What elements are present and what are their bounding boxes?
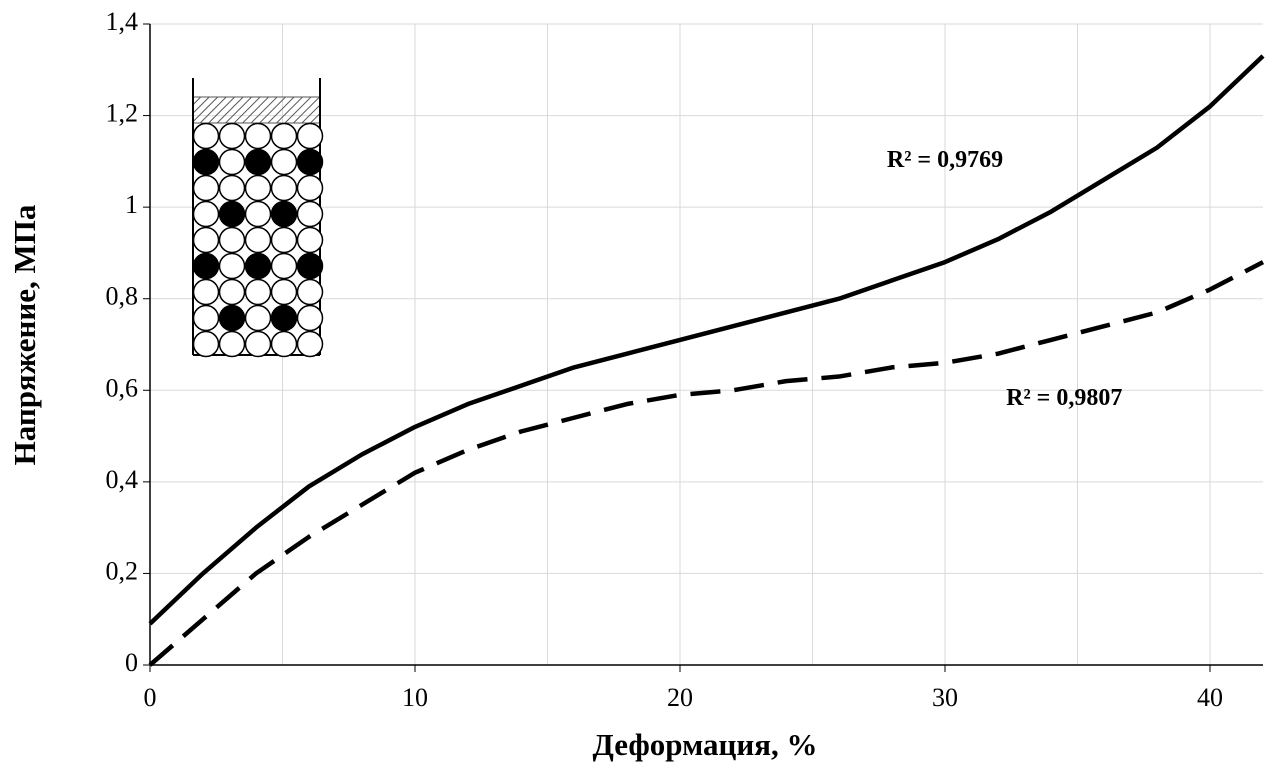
sample-diagram (192, 78, 324, 358)
granule (244, 148, 272, 176)
x-axis-title: Деформация, % (593, 727, 818, 762)
granule (270, 252, 298, 280)
piston (192, 96, 321, 124)
granule (296, 226, 324, 254)
y-tick-label: 0 (125, 648, 138, 677)
granule (192, 330, 220, 358)
granule (244, 174, 272, 202)
granule (270, 330, 298, 358)
series-line (148, 54, 1265, 626)
granule (192, 278, 220, 306)
granule (296, 122, 324, 150)
granule (218, 122, 246, 150)
granule (218, 200, 246, 228)
y-tick-label: 1,4 (106, 7, 139, 36)
granule (192, 200, 220, 228)
granule (218, 330, 246, 358)
granule (296, 304, 324, 332)
x-tick-label: 10 (402, 683, 428, 712)
granule (270, 148, 298, 176)
series-line (148, 260, 1265, 667)
granule (296, 252, 324, 280)
granule (192, 148, 220, 176)
granule (296, 148, 324, 176)
granule (296, 330, 324, 358)
y-tick-label: 1 (125, 190, 138, 219)
granule (218, 148, 246, 176)
y-tick-label: 0,6 (106, 373, 139, 402)
y-tick-label: 0,4 (106, 465, 139, 494)
granule (244, 330, 272, 358)
granule (192, 174, 220, 202)
granule (270, 278, 298, 306)
granule (244, 252, 272, 280)
y-axis-title: Напряжение, МПа (7, 204, 42, 465)
granule (270, 304, 298, 332)
y-tick-label: 0,8 (106, 282, 139, 311)
granule (270, 122, 298, 150)
granule (270, 200, 298, 228)
x-tick-label: 40 (1197, 683, 1223, 712)
granule (244, 226, 272, 254)
granule (192, 252, 220, 280)
granule (296, 200, 324, 228)
granule (244, 200, 272, 228)
granule (218, 252, 246, 280)
granule (192, 304, 220, 332)
granule (192, 122, 220, 150)
x-tick-label: 0 (144, 683, 157, 712)
x-tick-label: 20 (667, 683, 693, 712)
granule (296, 174, 324, 202)
granule (296, 278, 324, 306)
y-tick-label: 1,2 (106, 99, 139, 128)
granule (218, 278, 246, 306)
granule (244, 278, 272, 306)
granule (244, 304, 272, 332)
granule (270, 226, 298, 254)
granule (218, 226, 246, 254)
granule (270, 174, 298, 202)
y-tick-label: 0,2 (106, 556, 139, 585)
granule (218, 174, 246, 202)
annotation: R² = 0,9769 (887, 147, 1003, 173)
annotation: R² = 0,9807 (1006, 385, 1122, 411)
granule (244, 122, 272, 150)
granule (192, 226, 220, 254)
granule (218, 304, 246, 332)
x-tick-label: 30 (932, 683, 958, 712)
